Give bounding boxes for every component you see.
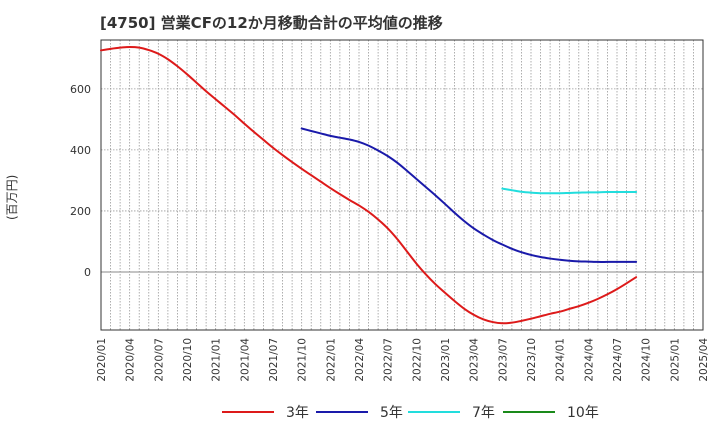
line-chart: 0 200 400 600 2020/01 2020/04 2020/07 2020/10 20…: [70, 39, 710, 382]
x-tick-label: 2023/07: [497, 338, 509, 382]
series-line-1: [100, 46, 638, 325]
x-tick-label: 2025/01: [669, 338, 681, 382]
series-line-3: [501, 187, 638, 195]
x-tick-label: 2023/10: [526, 338, 538, 382]
legend-item-10y: 10年: [503, 402, 599, 422]
x-tick-label: 2025/04: [698, 338, 710, 382]
legend-item-7y: 7年: [408, 402, 495, 422]
x-tick-label: 2020/07: [153, 338, 165, 382]
legend-label: 10年: [567, 405, 599, 421]
y-tick-label: 600: [70, 83, 91, 96]
y-tick-label: 400: [70, 144, 91, 157]
x-tick-label: 2022/04: [354, 338, 366, 382]
y-tick-label: 200: [70, 205, 91, 218]
legend-swatch: [503, 411, 555, 413]
x-tick-label: 2020/01: [96, 338, 108, 382]
plot-frame: [100, 39, 704, 331]
legend-item-3y: 3年: [222, 402, 309, 422]
x-tick-label: 2020/04: [125, 338, 137, 382]
x-tick-label: 2024/07: [612, 338, 624, 382]
legend-swatch: [316, 411, 368, 413]
chart-legend: 3年 5年 7年 10年: [0, 402, 720, 428]
legend-label: 7年: [472, 405, 495, 421]
x-tick-label: 2020/10: [182, 338, 194, 382]
legend-swatch: [222, 411, 274, 413]
x-tick-label: 2024/10: [641, 338, 653, 382]
x-tick-label: 2021/07: [268, 338, 280, 382]
y-tick-label: 0: [84, 266, 91, 279]
chart-title: [4750] 営業CFの12か月移動合計の平均値の推移: [100, 14, 443, 32]
x-tick-label: 2024/01: [555, 338, 567, 382]
x-tick-label: 2024/04: [583, 338, 595, 382]
x-tick-label: 2021/04: [239, 338, 251, 382]
series-line-2: [300, 127, 638, 263]
x-tick-label: 2022/01: [325, 338, 337, 382]
x-tick-label: 2021/10: [297, 338, 309, 382]
x-tick-label: 2022/07: [383, 338, 395, 382]
legend-swatch: [408, 411, 460, 413]
x-tick-label: 2022/10: [411, 338, 423, 382]
legend-item-5y: 5年: [316, 402, 403, 422]
x-tick-label: 2023/04: [469, 338, 481, 382]
x-tick-label: 2021/01: [211, 338, 223, 382]
legend-label: 5年: [380, 405, 403, 421]
x-tick-label: 2023/01: [440, 338, 452, 382]
legend-label: 3年: [286, 405, 309, 421]
